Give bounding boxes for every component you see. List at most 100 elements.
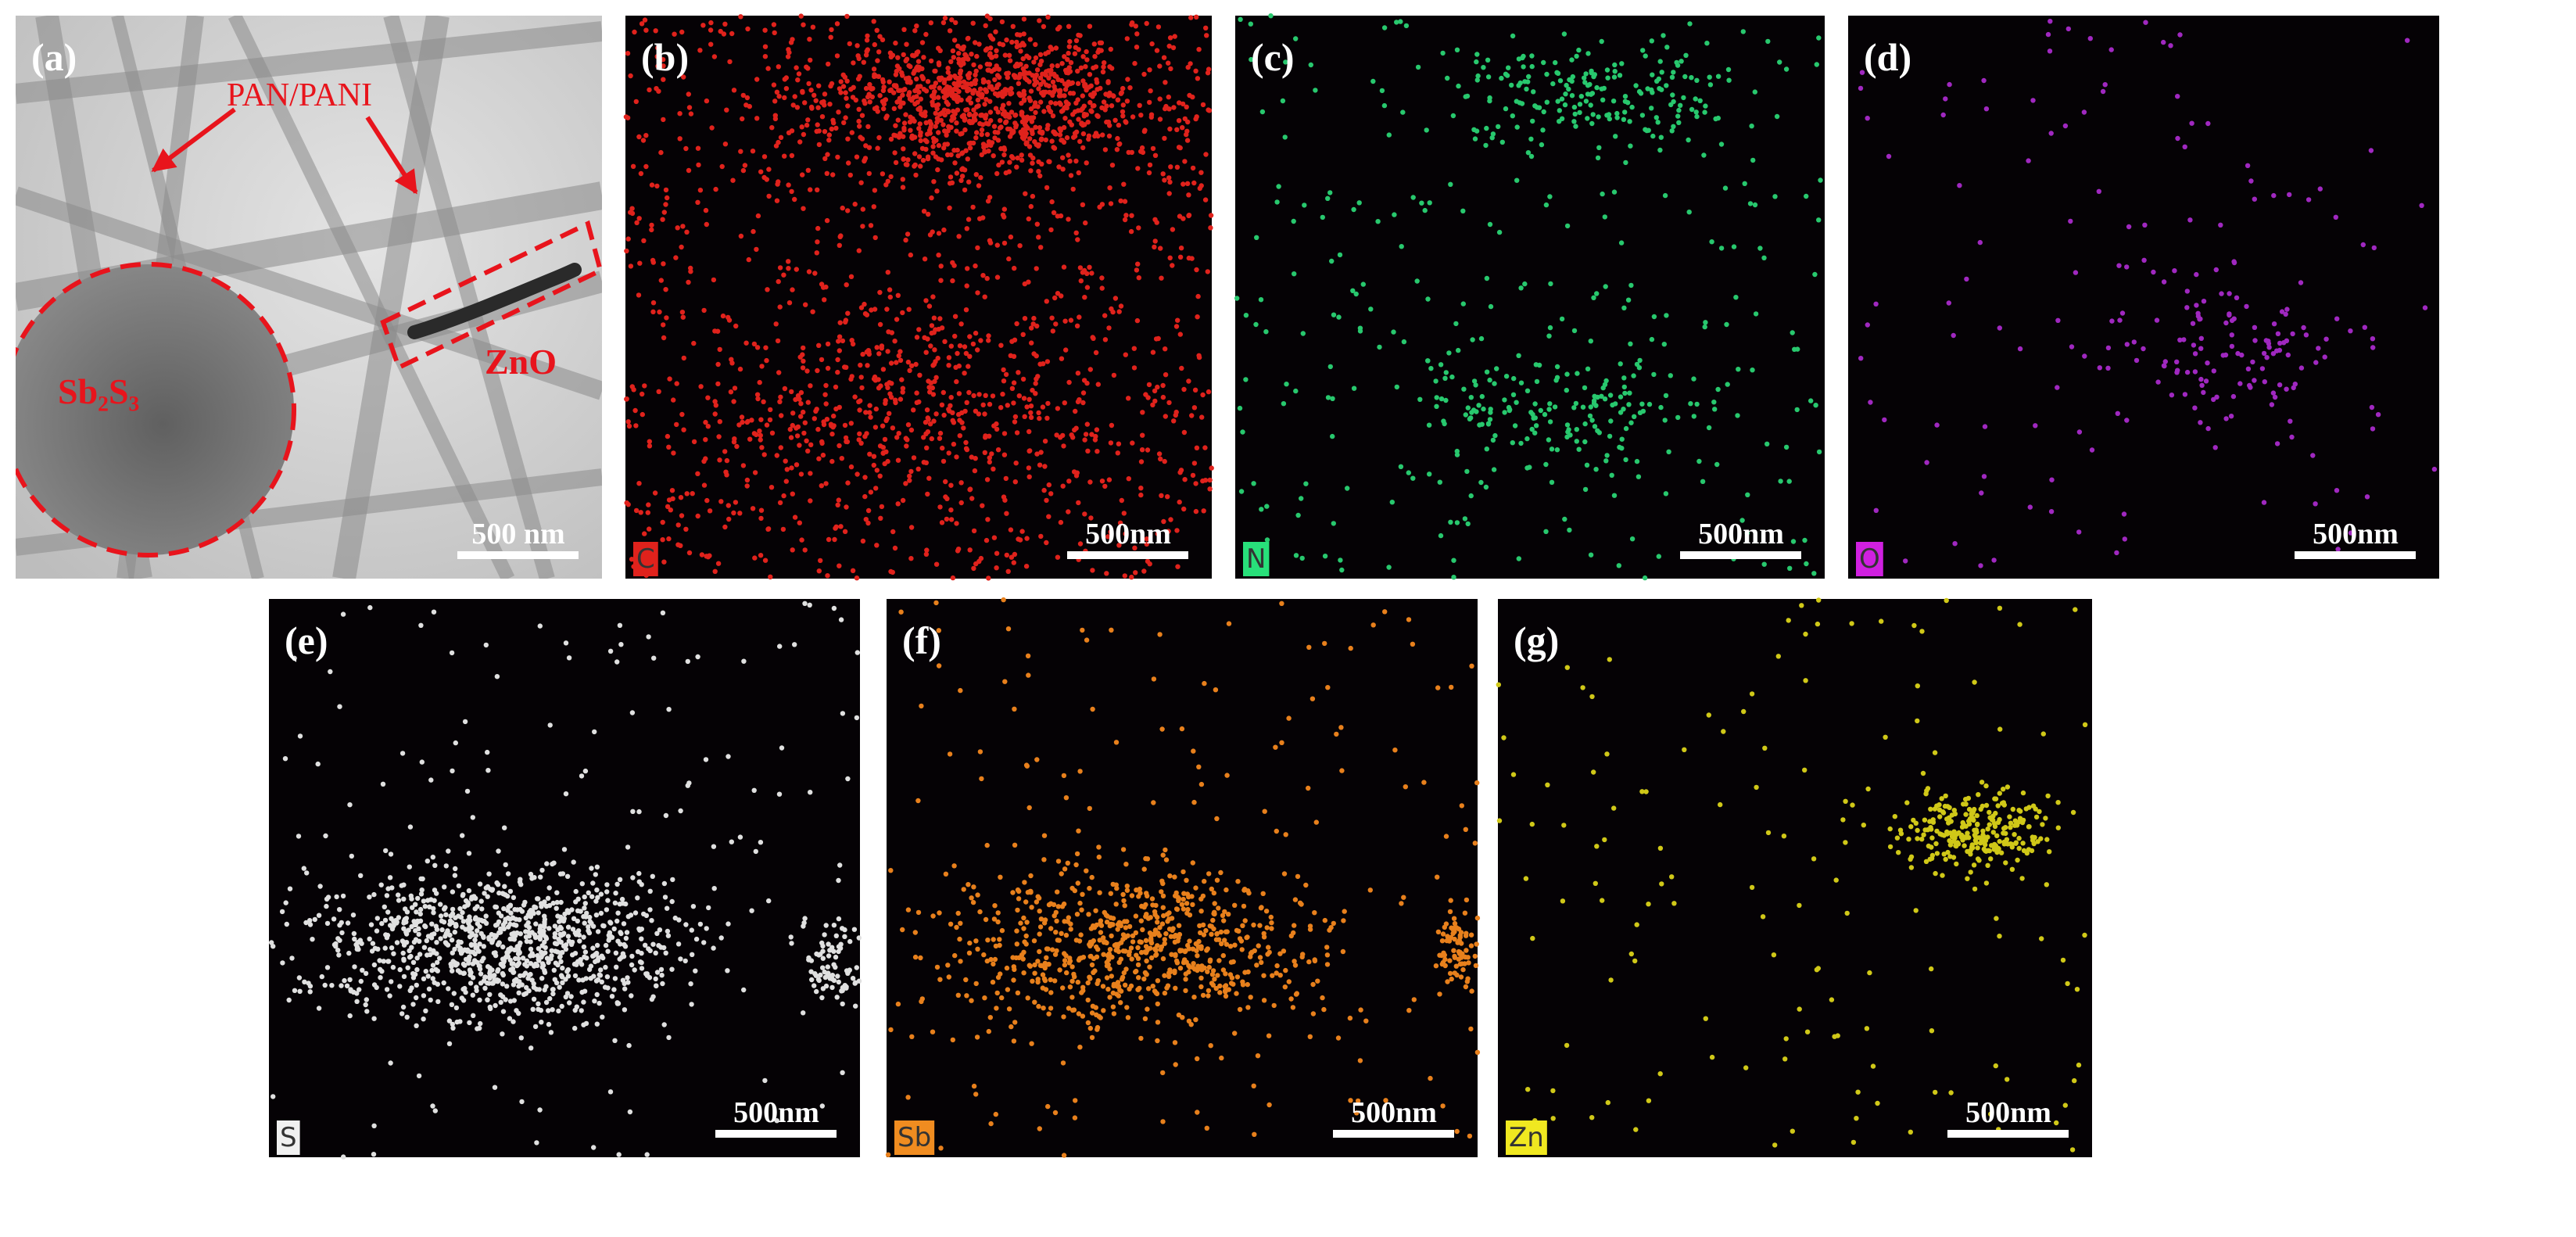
dot xyxy=(1059,138,1066,143)
dot xyxy=(1664,313,1669,318)
dot xyxy=(1036,410,1041,416)
dot xyxy=(1200,392,1206,398)
dot xyxy=(1262,809,1267,814)
dot xyxy=(964,400,969,405)
dot xyxy=(750,506,756,511)
dot xyxy=(1061,443,1066,449)
dot xyxy=(1154,48,1160,53)
dot xyxy=(1076,957,1082,963)
dot xyxy=(1399,901,1404,906)
dot xyxy=(1087,23,1093,29)
dot xyxy=(566,938,571,944)
dot xyxy=(552,941,558,946)
dot xyxy=(711,277,717,283)
dot xyxy=(1786,479,1792,484)
dot xyxy=(1585,51,1591,56)
dot xyxy=(404,1014,410,1020)
dot xyxy=(639,21,645,27)
dot xyxy=(663,287,668,292)
dot xyxy=(1255,1053,1261,1059)
dot xyxy=(670,877,675,883)
dot xyxy=(1449,374,1455,380)
dot xyxy=(794,105,801,110)
dot xyxy=(615,1001,622,1006)
dot xyxy=(1612,62,1618,68)
dot xyxy=(2362,324,2367,330)
dot xyxy=(715,361,721,368)
dot xyxy=(1101,99,1107,105)
dot xyxy=(921,460,927,465)
dot xyxy=(1091,41,1098,47)
dot xyxy=(815,426,821,432)
dot xyxy=(511,930,517,936)
dot xyxy=(572,930,578,936)
dot xyxy=(464,788,471,794)
dot xyxy=(798,389,804,396)
dot xyxy=(811,416,818,421)
dot xyxy=(1090,706,1095,712)
dot xyxy=(1043,137,1049,143)
dot xyxy=(1438,396,1445,402)
dot xyxy=(2169,393,2175,398)
dot xyxy=(984,46,990,52)
dot xyxy=(1622,94,1628,99)
dot xyxy=(1425,358,1431,364)
dot xyxy=(1377,344,1382,350)
dot xyxy=(888,136,894,142)
dot xyxy=(2211,368,2216,374)
dot xyxy=(1060,155,1066,160)
dot xyxy=(550,900,556,906)
dot xyxy=(945,109,951,115)
dot xyxy=(720,313,726,319)
dot xyxy=(323,833,328,839)
dot xyxy=(1011,353,1017,359)
dot xyxy=(876,134,882,141)
dot xyxy=(825,964,831,970)
dot xyxy=(400,950,406,956)
dot xyxy=(1532,415,1539,421)
dot xyxy=(1022,939,1027,945)
dot xyxy=(2155,379,2161,385)
dot xyxy=(1186,378,1191,384)
dot xyxy=(1193,481,1198,486)
dot xyxy=(1858,85,1864,91)
dot xyxy=(1691,414,1696,419)
dot xyxy=(885,458,890,464)
dot xyxy=(811,92,817,99)
dot xyxy=(656,943,661,948)
dot xyxy=(861,59,867,65)
dot xyxy=(1068,81,1073,87)
dot xyxy=(1026,428,1032,435)
dot xyxy=(987,459,993,465)
dot xyxy=(654,54,660,59)
dot xyxy=(722,142,729,147)
dot xyxy=(1001,378,1007,384)
dot xyxy=(358,873,364,879)
dot xyxy=(865,520,871,526)
dot xyxy=(643,163,649,170)
dot xyxy=(772,30,777,36)
dot xyxy=(642,383,647,389)
dot xyxy=(1048,67,1054,74)
dot xyxy=(713,403,718,408)
dot xyxy=(1604,453,1610,458)
dot xyxy=(524,984,529,991)
dot xyxy=(966,364,971,369)
dot xyxy=(1029,340,1034,346)
dot xyxy=(546,1008,551,1013)
dot xyxy=(551,967,557,973)
dot xyxy=(530,1006,536,1013)
dot xyxy=(752,555,758,561)
dot xyxy=(483,642,489,648)
dot xyxy=(1510,113,1516,119)
dot xyxy=(1226,912,1231,917)
dot xyxy=(1138,459,1145,464)
dot xyxy=(1072,1115,1078,1120)
dot xyxy=(973,40,978,45)
dot xyxy=(650,994,656,999)
dot xyxy=(1107,947,1113,952)
dot xyxy=(1116,122,1122,128)
dot xyxy=(1078,65,1084,71)
dot xyxy=(1016,81,1022,87)
dot xyxy=(715,381,721,387)
